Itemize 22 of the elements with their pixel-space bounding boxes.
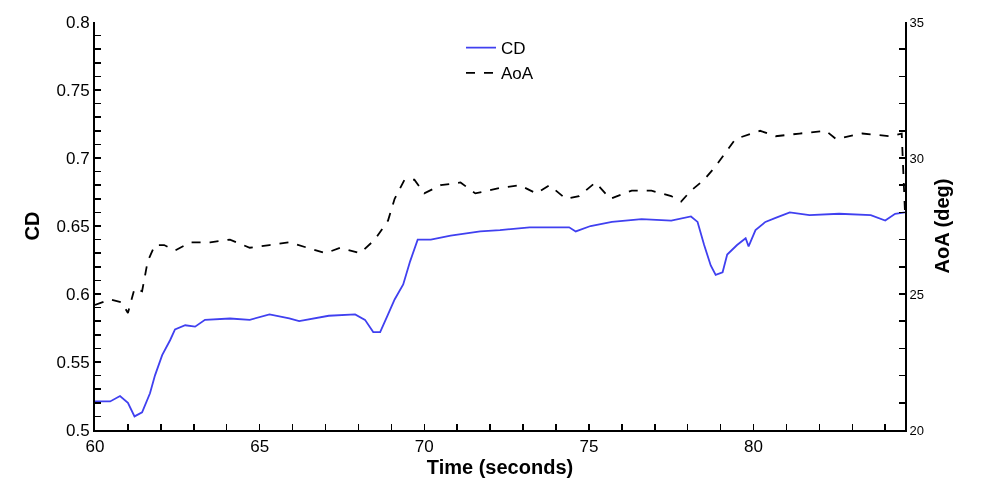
y-tick-label: 0.65 (56, 216, 90, 236)
x-tick-label: 60 (85, 437, 105, 457)
x-tick-label: 80 (744, 437, 763, 457)
y2-tick-label: 25 (909, 286, 925, 302)
y-tick-label: 0.6 (65, 284, 90, 304)
y-tick-label: 0.7 (65, 148, 90, 168)
y-tick-label: 0.8 (65, 12, 90, 32)
y2-tick-label: 20 (909, 422, 925, 438)
x-tick-label: 70 (414, 437, 434, 457)
x-axis-title: Time (seconds) (426, 456, 574, 479)
y-axis-title: CD (20, 211, 43, 241)
y2-tick-label: 35 (909, 14, 925, 30)
y2-tick-label: 30 (909, 150, 925, 166)
y-tick-label: 0.75 (56, 80, 90, 100)
legend-label: CD (501, 39, 526, 59)
line-series (95, 211, 905, 418)
x-tick-label: 65 (250, 437, 270, 457)
y-tick-label: 0.55 (56, 352, 90, 372)
y-tick-label: 0.5 (65, 420, 90, 440)
legend-label: AoA (501, 64, 534, 84)
y2-axis-title: AoA (deg) (931, 178, 954, 274)
x-tick-label: 75 (579, 437, 599, 457)
